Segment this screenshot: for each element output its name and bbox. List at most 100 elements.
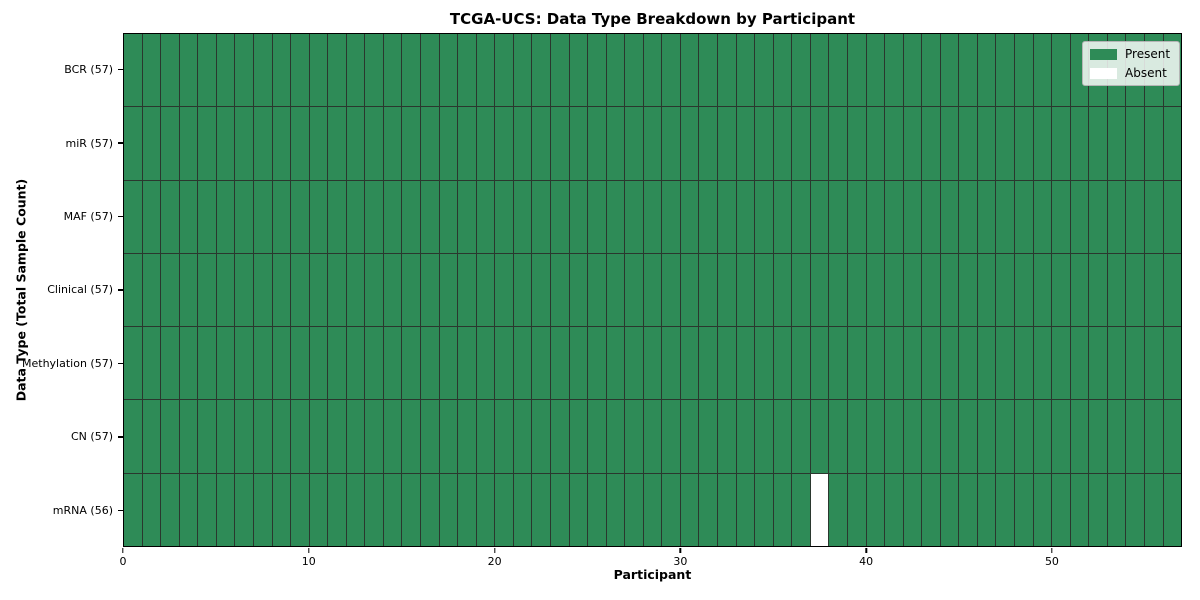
heatmap-cell <box>532 34 551 107</box>
heatmap-cell <box>476 327 496 400</box>
heatmap-cell <box>996 107 1015 180</box>
heatmap-cell <box>1033 180 1053 253</box>
heatmap-row-BCR <box>124 34 1182 108</box>
heatmap-cell <box>1126 253 1145 327</box>
y-tick: Clinical (57) <box>0 253 123 326</box>
heatmap-cell <box>940 473 960 546</box>
heatmap-cell <box>792 473 811 546</box>
heatmap-cell <box>718 34 737 107</box>
heatmap-cell <box>866 473 886 546</box>
heatmap-cell <box>272 253 292 327</box>
heatmap-cell <box>272 400 292 473</box>
heatmap-cell <box>662 400 681 473</box>
heatmap-cell <box>792 327 811 400</box>
heatmap-cell <box>383 327 403 400</box>
heatmap-cell <box>773 473 793 546</box>
heatmap-cell <box>810 253 830 327</box>
heatmap-cell <box>1052 34 1071 107</box>
heatmap-cell <box>922 473 941 546</box>
heatmap-cell <box>309 180 329 253</box>
heatmap-cell <box>161 473 180 546</box>
heatmap-cell <box>550 473 570 546</box>
heatmap-cell <box>1144 253 1164 327</box>
heatmap-cell <box>977 327 997 400</box>
heatmap-cell <box>662 34 681 107</box>
heatmap-cell <box>421 180 440 253</box>
legend-swatch-present <box>1090 48 1117 60</box>
heatmap-row-Clinical <box>124 253 1182 328</box>
heatmap-cell <box>309 400 329 473</box>
heatmap-cell <box>588 107 607 180</box>
heatmap-cell <box>680 34 700 107</box>
y-tick: BCR (57) <box>0 33 123 106</box>
heatmap-cell <box>402 34 421 107</box>
heatmap-cell <box>272 327 292 400</box>
heatmap-cell <box>476 180 496 253</box>
heatmap-cell <box>1052 473 1071 546</box>
heatmap-cell <box>1015 107 1034 180</box>
heatmap-cell <box>922 327 941 400</box>
heatmap-cell <box>606 34 626 107</box>
heatmap-cell <box>346 34 366 107</box>
heatmap-cell <box>328 473 347 546</box>
heatmap-cell <box>977 400 997 473</box>
heatmap-cell <box>235 327 254 400</box>
heatmap-cell <box>903 107 923 180</box>
heatmap-cell <box>216 107 236 180</box>
heatmap-cell <box>124 400 143 473</box>
heatmap-cell <box>513 400 533 473</box>
heatmap-cell <box>291 107 310 180</box>
heatmap-cell <box>588 400 607 473</box>
heatmap-cell <box>458 34 477 107</box>
y-tick-label: CN (57) <box>71 430 113 444</box>
heatmap-cell <box>291 473 310 546</box>
x-axis: 0 10 20 30 40 50 <box>120 548 1182 574</box>
y-axis: BCR (57) miR (57) MAF (57) Clinical (57) Met… <box>0 33 123 547</box>
heatmap-cell <box>198 180 217 253</box>
heatmap-cell <box>383 473 403 546</box>
heatmap-cell <box>439 473 459 546</box>
heatmap-cell <box>755 327 774 400</box>
plot-area <box>123 33 1182 547</box>
y-tick-label: Clinical (57) <box>47 283 113 297</box>
heatmap-cell <box>328 327 347 400</box>
heatmap-cell <box>421 473 440 546</box>
heatmap-cell <box>1163 180 1182 253</box>
heatmap-cell <box>569 473 589 546</box>
heatmap-cell <box>1163 400 1182 473</box>
heatmap-cell <box>829 180 848 253</box>
heatmap-cell <box>235 400 254 473</box>
heatmap-cell <box>161 107 180 180</box>
heatmap-cell <box>810 34 830 107</box>
heatmap-cell <box>773 107 793 180</box>
heatmap-cell <box>532 327 551 400</box>
heatmap-cell <box>1052 107 1071 180</box>
heatmap-cell <box>959 34 978 107</box>
heatmap-cell <box>383 180 403 253</box>
heatmap-cell <box>940 253 960 327</box>
heatmap-cell <box>513 327 533 400</box>
heatmap-cell <box>810 473 830 546</box>
heatmap-cell <box>755 34 774 107</box>
heatmap-cell <box>550 400 570 473</box>
heatmap-cell <box>810 107 830 180</box>
heatmap-cell <box>829 107 848 180</box>
heatmap-cell <box>513 107 533 180</box>
heatmap-cell <box>309 107 329 180</box>
heatmap-cell <box>142 180 162 253</box>
heatmap-cell <box>643 400 663 473</box>
heatmap-cell <box>532 107 551 180</box>
heatmap-cell <box>365 180 384 253</box>
heatmap-cell <box>1126 473 1145 546</box>
heatmap-cell <box>253 327 273 400</box>
heatmap-cell <box>773 400 793 473</box>
heatmap-cell <box>291 327 310 400</box>
heatmap-cell <box>829 327 848 400</box>
heatmap-cell <box>588 473 607 546</box>
heatmap-cell <box>328 253 347 327</box>
heatmap-cell <box>866 180 886 253</box>
heatmap-cell <box>606 107 626 180</box>
heatmap-cell <box>680 473 700 546</box>
heatmap-cell <box>625 180 644 253</box>
heatmap-cell <box>179 34 199 107</box>
